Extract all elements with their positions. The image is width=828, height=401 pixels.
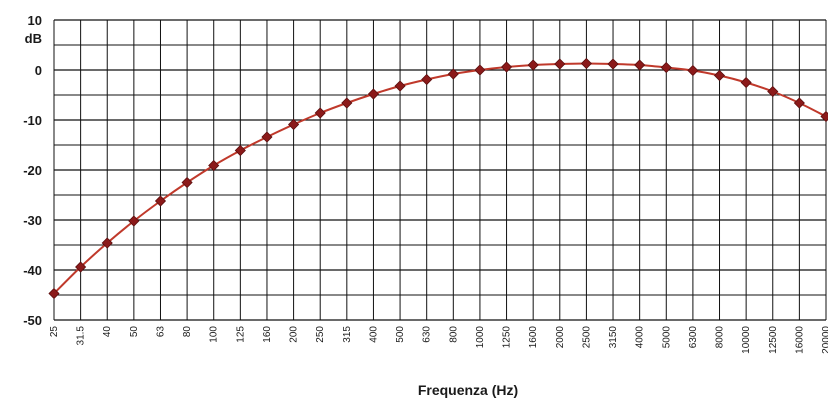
x-tick-label: 31.5 — [76, 326, 87, 346]
data-point-marker — [740, 76, 752, 89]
x-tick-label: 25 — [49, 326, 60, 338]
x-tick-label: 63 — [155, 326, 166, 338]
y-tick-label: -30 — [23, 213, 42, 228]
data-point-marker — [767, 85, 779, 98]
x-tick-label: 500 — [395, 326, 406, 343]
data-point-marker — [341, 97, 353, 109]
data-point-marker — [687, 64, 699, 77]
y-tick-labels: 10 0 -10 -20 -30 -40 -50 — [23, 13, 42, 328]
data-point-marker — [367, 88, 380, 100]
y-tick-label: -20 — [23, 163, 42, 178]
data-point-marker — [394, 80, 406, 92]
x-tick-label: 6300 — [688, 326, 699, 349]
x-tick-label: 50 — [129, 326, 140, 338]
x-tick-label: 1250 — [502, 326, 513, 349]
data-point-marker — [208, 159, 220, 172]
x-tick-label: 8000 — [715, 326, 726, 349]
x-tick-label: 40 — [102, 326, 113, 338]
data-point-marker — [793, 97, 805, 109]
x-tick-label: 630 — [422, 326, 433, 343]
y-tick-label: -10 — [23, 113, 42, 128]
data-point-marker — [261, 131, 273, 143]
series-layer — [48, 57, 828, 300]
data-point-marker — [314, 107, 326, 119]
y-tick-label: 0 — [35, 63, 42, 78]
series-line — [53, 62, 827, 295]
x-tick-label: 800 — [448, 326, 459, 343]
x-tick-label: 5000 — [661, 326, 672, 349]
data-point-marker — [527, 59, 539, 71]
data-point-marker — [234, 144, 246, 157]
data-point-marker — [101, 237, 113, 249]
data-point-marker — [554, 58, 566, 70]
x-tick-label: 12500 — [768, 326, 779, 354]
x-tick-label: 100 — [209, 326, 220, 343]
data-point-marker — [288, 118, 300, 131]
x-tick-label: 16000 — [794, 326, 805, 354]
data-point-marker — [154, 195, 167, 207]
data-point-marker — [660, 61, 672, 74]
x-tick-label: 10000 — [741, 326, 752, 354]
data-point-marker — [75, 261, 87, 273]
data-point-marker — [634, 59, 646, 71]
y-tick-label: 10 — [28, 13, 42, 28]
x-tick-label: 1000 — [475, 326, 486, 349]
data-point-marker — [713, 69, 726, 82]
chart-grid — [53, 19, 827, 321]
x-tick-label: 80 — [182, 326, 193, 338]
y-tick-label: -40 — [23, 263, 42, 278]
x-tick-label: 2500 — [581, 326, 592, 349]
x-tick-label: 160 — [262, 326, 273, 343]
data-point-marker — [474, 64, 486, 76]
data-point-marker — [421, 73, 433, 86]
y-tick-label: -50 — [23, 313, 42, 328]
x-tick-label: 200 — [289, 326, 300, 343]
data-point-marker — [447, 68, 459, 80]
data-point-marker — [820, 110, 828, 123]
data-point-marker — [48, 287, 60, 300]
y-unit-label: dB — [25, 31, 42, 46]
x-tick-label: 125 — [235, 326, 246, 343]
x-tick-label: 4000 — [635, 326, 646, 349]
data-point-marker — [607, 58, 619, 70]
x-tick-label: 20000 — [821, 326, 828, 354]
data-point-marker — [128, 215, 140, 227]
data-point-marker — [500, 61, 513, 73]
x-axis-label: Frequenza (Hz) — [418, 382, 518, 398]
x-tick-label: 400 — [368, 326, 379, 343]
x-tick-label: 2000 — [555, 326, 566, 349]
data-point-marker — [181, 176, 193, 189]
x-tick-label: 250 — [315, 326, 326, 343]
x-tick-label: 3150 — [608, 326, 619, 349]
x-tick-label: 315 — [342, 326, 353, 343]
x-tick-label: 1600 — [528, 326, 539, 349]
data-point-marker — [580, 57, 592, 70]
x-tick-labels: 25 31.5 40 50 63 80 100 125 160 200 250 315 400 500 63… — [49, 326, 828, 354]
